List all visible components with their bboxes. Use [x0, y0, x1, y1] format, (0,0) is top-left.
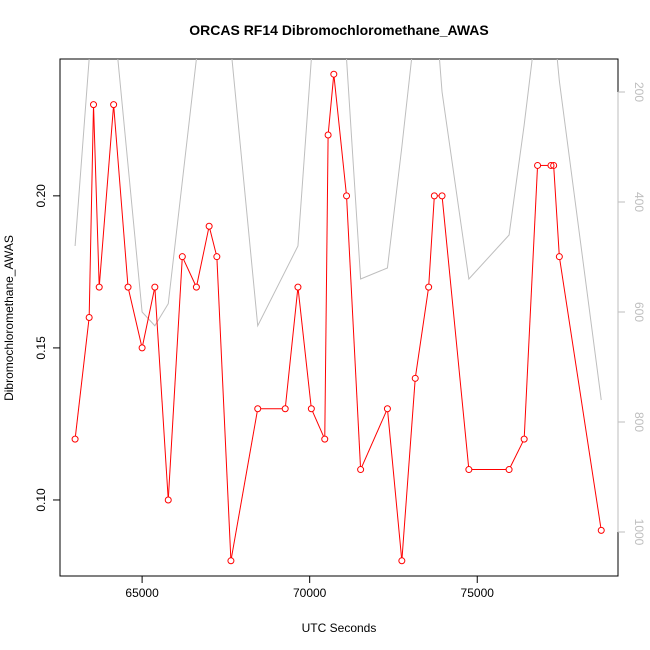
data-point [534, 161, 542, 169]
series-segment [216, 259, 232, 558]
data-point [227, 557, 235, 565]
data-point [307, 405, 315, 413]
series-segment [142, 289, 155, 346]
data-point [343, 192, 351, 200]
series-segment [196, 229, 210, 285]
y2-tick-label: 200 [632, 82, 646, 102]
x-tick-label: 75000 [461, 586, 495, 600]
series-segment [98, 107, 114, 285]
series-segment [154, 290, 169, 498]
chart-title: ORCAS RF14 Dibromochloromethane_AWAS [189, 22, 489, 38]
data-point [110, 101, 118, 109]
plot-layer: 65000 70000 75000 0.10 0.15 0.20 200 400 600 800 1… [34, 59, 646, 600]
data-point [90, 101, 98, 109]
plot-frame [59, 58, 619, 577]
data-point [164, 496, 172, 504]
series-segment [183, 259, 196, 285]
data-point [505, 466, 513, 474]
data-point [178, 253, 186, 261]
data-point [398, 557, 406, 565]
data-point [124, 283, 132, 291]
series-segment [415, 289, 429, 376]
data-point [411, 374, 419, 382]
x-tick-label: 65000 [125, 586, 159, 600]
series-segment [387, 411, 403, 558]
data-point [138, 344, 146, 352]
series-segment [93, 107, 100, 285]
series-segment [333, 77, 347, 193]
series-segment [230, 411, 258, 558]
series-segment [509, 441, 524, 468]
series-segment [74, 320, 90, 437]
series-segment [128, 289, 142, 346]
series-segment [167, 259, 183, 498]
data-point [281, 405, 289, 413]
series-segment [327, 77, 335, 133]
series-segment [559, 259, 602, 528]
data-point [547, 161, 555, 169]
data-point [438, 192, 446, 200]
y-tick-label: 0.20 [34, 184, 48, 208]
data-point [294, 283, 302, 291]
x-axis-label: UTC Seconds [302, 621, 377, 635]
y2-tick-label: 600 [632, 302, 646, 322]
series-segment [401, 381, 416, 558]
y2-tick-label: 1000 [632, 519, 646, 546]
series-segment [324, 138, 329, 437]
data-point [95, 283, 103, 291]
data-point [425, 283, 433, 291]
data-point [205, 222, 213, 230]
y2-tick-label: 800 [632, 412, 646, 432]
series-segment [113, 107, 129, 285]
series-segment [297, 290, 312, 406]
data-point [85, 314, 93, 321]
y-axis-label: Dibromochloromethane_AWAS [2, 235, 16, 401]
data-point [430, 192, 438, 200]
data-point [330, 70, 338, 78]
data-point [520, 435, 528, 443]
series-segment [346, 198, 361, 467]
data-point [151, 283, 159, 291]
y2-tick-label: 400 [632, 192, 646, 212]
series-segment [285, 290, 299, 406]
series-segment [523, 168, 538, 437]
series-segment [441, 198, 470, 467]
data-point [324, 131, 332, 139]
data-point [383, 405, 391, 413]
x-tick-label: 70000 [293, 586, 327, 600]
y-tick-label: 0.15 [34, 336, 48, 360]
y-tick-label: 0.10 [34, 488, 48, 512]
series-segment [361, 411, 387, 468]
data-point [555, 253, 563, 261]
data-point [192, 283, 200, 291]
series-segment [312, 411, 325, 437]
secondary-series-line [74, 59, 602, 401]
series-segment [553, 168, 560, 254]
data-point [213, 253, 221, 261]
data-point [321, 435, 329, 443]
series-segment [88, 107, 94, 315]
data-point [71, 435, 79, 443]
data-point [597, 526, 605, 534]
data-point [465, 466, 473, 474]
series-segment [428, 198, 435, 285]
series-segment [209, 229, 217, 254]
data-point [357, 466, 365, 474]
data-point [254, 405, 262, 413]
data-point [550, 161, 558, 169]
